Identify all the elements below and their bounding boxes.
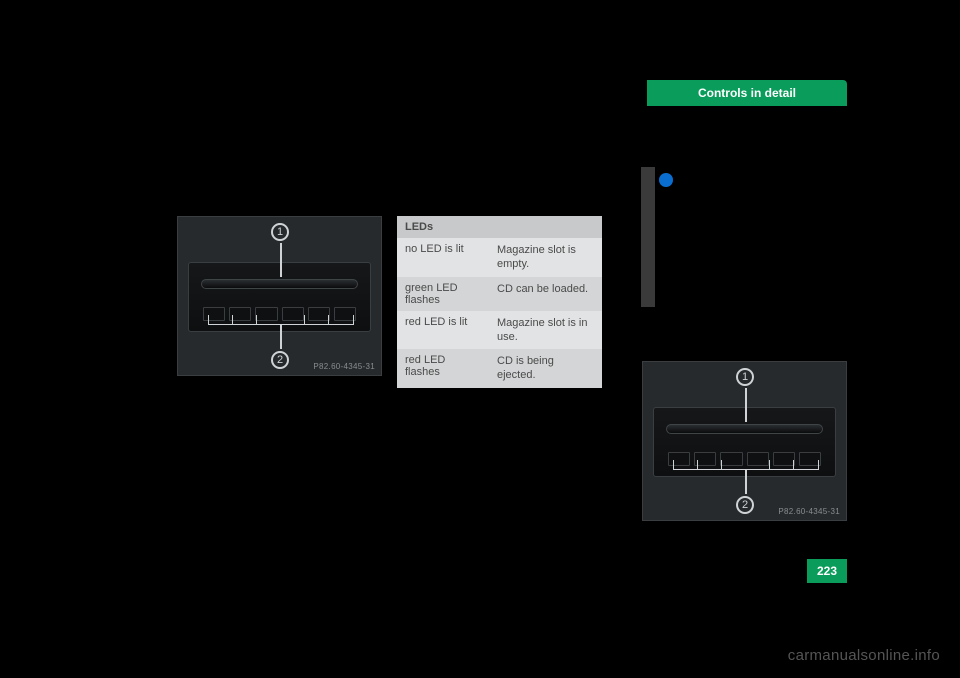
table-row: green LED flashes CD can be loaded.	[397, 277, 602, 311]
section-header: Controls in detail	[647, 80, 847, 106]
page-number-badge: 223	[807, 559, 847, 583]
slot-button	[720, 452, 742, 466]
figure-code: P82.60-4345-31	[313, 362, 375, 371]
table-header-cell: LEDs	[397, 216, 489, 238]
cd-changer-figure-left: 1 2 P82.60-4345-31	[177, 216, 382, 376]
slot-button	[747, 452, 769, 466]
side-tab	[641, 167, 655, 307]
led-status-table: LEDs no LED is lit Magazine slot is empt…	[397, 216, 602, 388]
slot-button	[203, 307, 225, 321]
button-row	[668, 452, 821, 466]
callout-1-ring: 1	[271, 223, 289, 241]
callout-2-tick	[353, 315, 354, 325]
callout-2-tick	[256, 315, 257, 325]
table-row: red LED flashes CD is being ejected.	[397, 349, 602, 388]
callout-2-label: 2	[742, 499, 748, 511]
callout-2-tick	[232, 315, 233, 325]
table-cell: CD is being ejected.	[489, 349, 602, 388]
manual-page: Controls in detail 1 2	[0, 0, 960, 678]
callout-1-label: 1	[742, 371, 748, 383]
slot-button	[308, 307, 330, 321]
callout-2-label: 2	[277, 354, 283, 366]
callout-2-line-h	[673, 469, 819, 470]
callout-2-tick	[721, 460, 722, 470]
table-cell: Magazine slot is in use.	[489, 311, 602, 350]
table-header-row: LEDs	[397, 216, 602, 238]
callout-1-line	[745, 388, 747, 422]
callout-2-ring: 2	[736, 496, 754, 514]
callout-1-label: 1	[277, 226, 283, 238]
callout-2-line-v	[280, 325, 282, 349]
table-cell: red LED flashes	[397, 349, 489, 388]
callout-2-tick	[304, 315, 305, 325]
callout-2-line-v	[745, 470, 747, 494]
table-cell: CD can be loaded.	[489, 277, 602, 311]
callout-2-tick	[697, 460, 698, 470]
table-cell: red LED is lit	[397, 311, 489, 350]
callout-2-ring: 2	[271, 351, 289, 369]
table-cell: Magazine slot is empty.	[489, 238, 602, 277]
callout-1-ring: 1	[736, 368, 754, 386]
table-cell: no LED is lit	[397, 238, 489, 277]
button-row	[203, 307, 356, 321]
callout-1-line	[280, 243, 282, 277]
callout-2-tick	[793, 460, 794, 470]
callout-2-tick	[208, 315, 209, 325]
page-number: 223	[817, 564, 837, 578]
figure-code: P82.60-4345-31	[778, 507, 840, 516]
callout-2-tick	[673, 460, 674, 470]
slot-button	[282, 307, 304, 321]
section-header-text: Controls in detail	[698, 86, 796, 100]
info-dot-icon	[659, 173, 673, 187]
slot-button	[668, 452, 690, 466]
table-row: red LED is lit Magazine slot is in use.	[397, 311, 602, 350]
watermark-text: carmanualsonline.info	[788, 647, 940, 664]
cd-slot	[201, 279, 358, 289]
table-cell: green LED flashes	[397, 277, 489, 311]
table-header-cell	[489, 216, 602, 238]
callout-2-tick	[769, 460, 770, 470]
callout-2-tick	[818, 460, 819, 470]
table-row: no LED is lit Magazine slot is empty.	[397, 238, 602, 277]
cd-slot	[666, 424, 823, 434]
callout-2-tick	[328, 315, 329, 325]
callout-2-line-h	[208, 324, 354, 325]
cd-changer-figure-right: 1 2 P82.60-4345-31	[642, 361, 847, 521]
slot-button	[773, 452, 795, 466]
slot-button	[255, 307, 277, 321]
